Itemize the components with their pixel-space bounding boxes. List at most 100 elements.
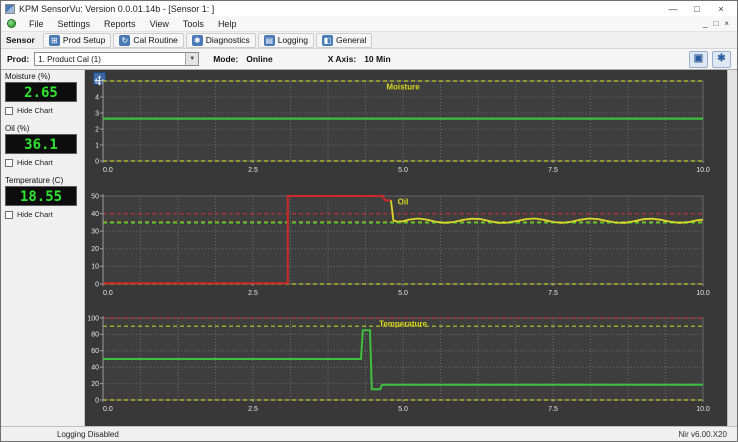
gears-icon: ✱ xyxy=(717,52,726,64)
diagnostics-button[interactable]: ✱ Diagnostics xyxy=(185,32,256,48)
svg-text:40: 40 xyxy=(91,365,99,372)
toolbar: Sensor ⊞ Prod Setup ↻ Cal Routine ✱ Diag… xyxy=(1,32,737,49)
prod-setup-icon: ⊞ xyxy=(48,34,60,46)
svg-text:7.5: 7.5 xyxy=(548,406,558,413)
temperature-chart: 0 20 40 60 80 100 0.0 2.5 5.0 7.5 10.0 Temperature xyxy=(85,312,727,414)
svg-text:2.5: 2.5 xyxy=(248,406,258,413)
close-icon[interactable]: × xyxy=(718,3,724,14)
svg-text:80: 80 xyxy=(91,332,99,339)
logging-label: Logging xyxy=(277,35,308,45)
moisture-readout: Moisture (%) 2.65 Hide Chart xyxy=(5,72,80,115)
svg-text:5.0: 5.0 xyxy=(398,167,408,174)
chart-area: 0 1 2 3 4 5 0.0 2.5 5.0 7.5 10.0 Moisture 0 10 20 30 40… xyxy=(85,70,727,426)
chevron-down-icon[interactable]: ▼ xyxy=(185,53,199,65)
firmware-version: Nir v6.00.X20 xyxy=(678,429,727,439)
svg-text:Oil: Oil xyxy=(398,198,409,207)
menu-reports[interactable]: Reports xyxy=(104,18,136,29)
xaxis-label: X Axis: xyxy=(327,54,357,64)
menu-help[interactable]: Help xyxy=(217,18,237,29)
general-icon: ◧ xyxy=(321,34,333,46)
prod-setup-button[interactable]: ⊞ Prod Setup xyxy=(42,32,112,48)
svg-text:50: 50 xyxy=(91,193,99,200)
svg-text:10.0: 10.0 xyxy=(696,406,710,413)
svg-text:Temperature: Temperature xyxy=(379,320,427,329)
mode-label: Mode: xyxy=(213,54,239,64)
moisture-plot[interactable]: 0 1 2 3 4 5 0.0 2.5 5.0 7.5 10.0 Moisture xyxy=(85,75,727,175)
main-area: Moisture (%) 2.65 Hide Chart Oil (%) 36.… xyxy=(1,70,737,426)
checkbox-icon[interactable] xyxy=(5,106,13,115)
readout-panel: Moisture (%) 2.65 Hide Chart Oil (%) 36.… xyxy=(1,70,85,426)
temperature-value-display: 18.55 xyxy=(5,186,77,206)
cal-routine-label: Cal Routine xyxy=(133,35,178,45)
oil-readout: Oil (%) 36.1 Hide Chart xyxy=(5,124,80,167)
cal-routine-icon: ↻ xyxy=(119,34,131,46)
moisture-label: Moisture (%) xyxy=(5,72,51,81)
temperature-plot[interactable]: 0 20 40 60 80 100 0.0 2.5 5.0 7.5 10.0 Temperature xyxy=(85,312,727,414)
logging-status: Logging Disabled xyxy=(57,429,119,439)
oil-hide-chart-checkbox[interactable]: Hide Chart xyxy=(5,158,80,167)
checkbox-icon[interactable] xyxy=(5,158,13,167)
oil-chart: 0 10 20 30 40 50 0.0 2.5 5.0 7.5 10.0 Oil xyxy=(85,190,727,298)
hide-chart-label: Hide Chart xyxy=(17,106,53,115)
mdi-minimize-icon[interactable]: _ xyxy=(703,19,708,28)
svg-text:0: 0 xyxy=(95,158,99,165)
temperature-readout: Temperature (C) 18.55 Hide Chart xyxy=(5,176,80,219)
menu-settings[interactable]: Settings xyxy=(57,18,91,29)
svg-text:100: 100 xyxy=(87,315,99,322)
svg-text:60: 60 xyxy=(91,348,99,355)
chart-view-button[interactable]: ▣ xyxy=(689,50,708,68)
svg-text:2.5: 2.5 xyxy=(248,167,258,174)
moisture-value-display: 2.65 xyxy=(5,82,77,102)
mode-value: Online xyxy=(246,54,273,64)
minimize-icon[interactable]: — xyxy=(668,3,678,14)
menu-view[interactable]: View xyxy=(149,18,169,29)
logging-icon: ▤ xyxy=(263,34,275,46)
mdi-window-controls: _ □ × xyxy=(703,19,733,28)
hide-chart-label: Hide Chart xyxy=(17,210,53,219)
svg-text:40: 40 xyxy=(91,211,99,218)
svg-text:3: 3 xyxy=(95,110,99,117)
chart-view-icon: ▣ xyxy=(693,52,704,64)
svg-text:0: 0 xyxy=(95,397,99,404)
prod-label: Prod: xyxy=(7,54,30,64)
mdi-restore-icon[interactable]: □ xyxy=(713,19,719,28)
checkbox-icon[interactable] xyxy=(5,210,13,219)
mdi-close-icon[interactable]: × xyxy=(724,19,729,28)
control-bar: Prod: 1. Product Cal (1) ▼ Mode: Online … xyxy=(1,49,737,70)
control-bar-icons: ▣ ✱ xyxy=(689,50,737,68)
diagnostics-icon: ✱ xyxy=(191,34,203,46)
moisture-hide-chart-checkbox[interactable]: Hide Chart xyxy=(5,106,80,115)
menu-bar: File Settings Reports View Tools Help _ … xyxy=(1,16,737,32)
menu-tools[interactable]: Tools xyxy=(182,18,204,29)
svg-text:1: 1 xyxy=(95,142,99,149)
svg-text:5.0: 5.0 xyxy=(398,406,408,413)
product-select[interactable]: 1. Product Cal (1) ▼ xyxy=(34,52,200,66)
temperature-label: Temperature (C) xyxy=(5,176,64,185)
settings-gears-button[interactable]: ✱ xyxy=(712,50,731,68)
vertical-scrollbar[interactable] xyxy=(727,70,737,426)
diagnostics-label: Diagnostics xyxy=(205,35,250,45)
svg-text:4: 4 xyxy=(95,94,99,101)
svg-text:30: 30 xyxy=(91,229,99,236)
sensor-label: Sensor xyxy=(6,35,35,45)
oil-plot[interactable]: 0 10 20 30 40 50 0.0 2.5 5.0 7.5 10.0 Oil xyxy=(85,190,727,298)
logging-button[interactable]: ▤ Logging xyxy=(257,32,314,48)
svg-text:0.0: 0.0 xyxy=(103,167,113,174)
svg-text:2.5: 2.5 xyxy=(248,290,258,297)
status-bar: Logging Disabled Nir v6.00.X20 xyxy=(1,426,737,441)
cal-routine-button[interactable]: ↻ Cal Routine xyxy=(113,32,184,48)
product-select-value: 1. Product Cal (1) xyxy=(38,54,101,64)
oil-label: Oil (%) xyxy=(5,124,30,133)
temperature-hide-chart-checkbox[interactable]: Hide Chart xyxy=(5,210,80,219)
svg-text:7.5: 7.5 xyxy=(548,290,558,297)
general-button[interactable]: ◧ General xyxy=(315,32,373,48)
hide-chart-label: Hide Chart xyxy=(17,158,53,167)
title-bar: KPM SensorVu: Version 0.0.01.14b - [Sens… xyxy=(1,1,737,16)
svg-text:10.0: 10.0 xyxy=(696,167,710,174)
window-title: KPM SensorVu: Version 0.0.01.14b - [Sens… xyxy=(19,3,215,14)
status-orb-icon xyxy=(7,19,16,28)
oil-value-display: 36.1 xyxy=(5,134,77,154)
menu-file[interactable]: File xyxy=(29,18,44,29)
maximize-icon[interactable]: □ xyxy=(694,3,700,14)
